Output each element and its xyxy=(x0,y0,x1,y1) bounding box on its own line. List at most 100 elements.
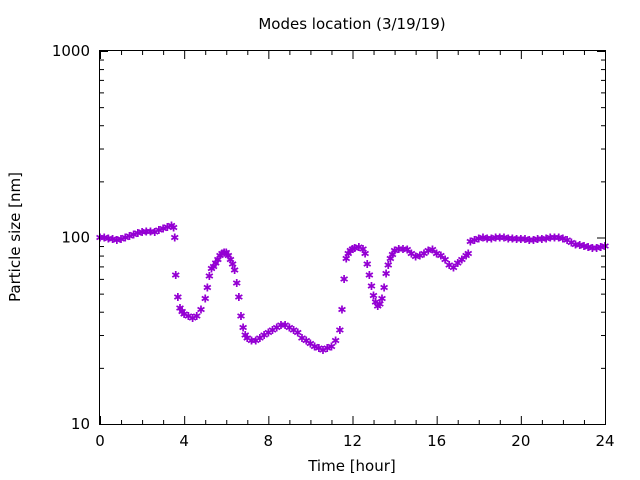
data-point: ✱ xyxy=(504,232,513,245)
data-point: ✱ xyxy=(293,326,302,339)
data-point: ✱ xyxy=(464,248,473,261)
data-points: ✱✱✱✱✱✱✱✱✱✱✱✱✱✱✱✱✱✱✱✱✱✱✱✱✱✱✱✱✱✱✱✱✱✱✱✱✱✱✱✱… xyxy=(95,219,609,356)
data-point: ✱ xyxy=(571,238,580,251)
data-point: ✱ xyxy=(167,219,176,232)
data-point: ✱ xyxy=(142,225,151,238)
data-point: ✱ xyxy=(344,248,353,261)
data-point: ✱ xyxy=(588,242,597,255)
data-point: ✱ xyxy=(205,270,214,283)
y-tick-label: 1000 xyxy=(52,42,90,60)
data-point: ✱ xyxy=(462,250,471,263)
data-point: ✱ xyxy=(390,245,399,258)
data-point: ✱ xyxy=(382,268,391,281)
data-point: ✱ xyxy=(550,232,559,245)
data-point: ✱ xyxy=(379,281,388,294)
data-point: ✱ xyxy=(457,254,466,267)
data-point: ✱ xyxy=(394,243,403,256)
data-point: ✱ xyxy=(432,248,441,261)
data-point: ✱ xyxy=(314,342,323,355)
data-point: ✱ xyxy=(584,241,593,254)
data-point: ✱ xyxy=(184,310,193,323)
data-point: ✱ xyxy=(373,300,382,313)
x-tick-label: 0 xyxy=(95,432,105,450)
data-point: ✱ xyxy=(163,221,172,234)
data-point: ✱ xyxy=(388,249,397,262)
data-point: ✱ xyxy=(354,241,363,254)
data-point: ✱ xyxy=(209,260,218,273)
data-point: ✱ xyxy=(436,250,445,263)
axis-ticks: 0 4 8 12 16 20 24 10 100 1000 xyxy=(52,42,615,450)
data-point: ✱ xyxy=(215,250,224,263)
data-point: ✱ xyxy=(337,304,346,317)
y-tick-label: 10 xyxy=(71,415,90,433)
data-point: ✱ xyxy=(238,321,247,334)
data-point: ✱ xyxy=(169,222,178,235)
data-point: ✱ xyxy=(171,269,180,282)
data-point: ✱ xyxy=(407,248,416,261)
data-point: ✱ xyxy=(104,232,113,245)
data-point: ✱ xyxy=(318,344,327,357)
data-point: ✱ xyxy=(159,222,168,235)
data-point: ✱ xyxy=(563,234,572,247)
x-tick-label: 12 xyxy=(343,432,362,450)
x-tick-label: 8 xyxy=(264,432,274,450)
data-point: ✱ xyxy=(386,253,395,266)
data-point: ✱ xyxy=(211,257,220,270)
data-point: ✱ xyxy=(297,332,306,345)
data-point: ✱ xyxy=(281,319,290,332)
data-point: ✱ xyxy=(264,326,273,339)
data-point: ✱ xyxy=(150,226,159,239)
data-point: ✱ xyxy=(512,233,521,246)
data-point: ✱ xyxy=(474,232,483,245)
data-point: ✱ xyxy=(428,244,437,257)
data-point: ✱ xyxy=(592,242,601,255)
x-tick-label: 16 xyxy=(427,432,446,450)
data-point: ✱ xyxy=(445,259,454,272)
data-point: ✱ xyxy=(217,248,226,261)
data-point: ✱ xyxy=(177,306,186,319)
data-point: ✱ xyxy=(449,262,458,275)
data-point: ✱ xyxy=(255,332,264,345)
data-point: ✱ xyxy=(453,257,462,270)
data-point: ✱ xyxy=(342,253,351,266)
data-point: ✱ xyxy=(232,277,241,290)
data-point: ✱ xyxy=(377,293,386,306)
data-point: ✱ xyxy=(222,247,231,260)
data-point: ✱ xyxy=(520,233,529,246)
data-point: ✱ xyxy=(302,335,311,348)
data-point: ✱ xyxy=(358,243,367,256)
data-point: ✱ xyxy=(247,335,256,348)
data-point: ✱ xyxy=(331,335,340,348)
y-tick-label: 100 xyxy=(61,229,90,247)
data-point: ✱ xyxy=(398,243,407,256)
data-point: ✱ xyxy=(361,248,370,261)
data-point: ✱ xyxy=(558,232,567,245)
data-point: ✱ xyxy=(108,233,117,246)
data-point: ✱ xyxy=(175,302,184,315)
data-point: ✱ xyxy=(133,227,142,240)
data-point: ✱ xyxy=(173,291,182,304)
data-point: ✱ xyxy=(424,245,433,258)
data-point: ✱ xyxy=(100,232,109,245)
data-point: ✱ xyxy=(487,232,496,245)
data-point: ✱ xyxy=(369,289,378,302)
data-point: ✱ xyxy=(499,232,508,245)
data-point: ✱ xyxy=(495,232,504,245)
data-point: ✱ xyxy=(339,273,348,286)
data-point: ✱ xyxy=(306,338,315,351)
data-point: ✱ xyxy=(516,233,525,246)
data-point: ✱ xyxy=(346,245,355,258)
data-point: ✱ xyxy=(350,242,359,255)
data-point: ✱ xyxy=(579,240,588,253)
data-point: ✱ xyxy=(508,232,517,245)
data-point: ✱ xyxy=(251,335,260,348)
data-point: ✱ xyxy=(596,241,605,254)
data-point: ✱ xyxy=(375,298,384,311)
data-point: ✱ xyxy=(241,329,250,342)
data-point: ✱ xyxy=(285,321,294,334)
data-point: ✱ xyxy=(537,233,546,246)
data-point: ✱ xyxy=(272,321,281,334)
data-point: ✱ xyxy=(470,234,479,247)
data-point: ✱ xyxy=(112,234,121,247)
data-point: ✱ xyxy=(230,264,239,277)
